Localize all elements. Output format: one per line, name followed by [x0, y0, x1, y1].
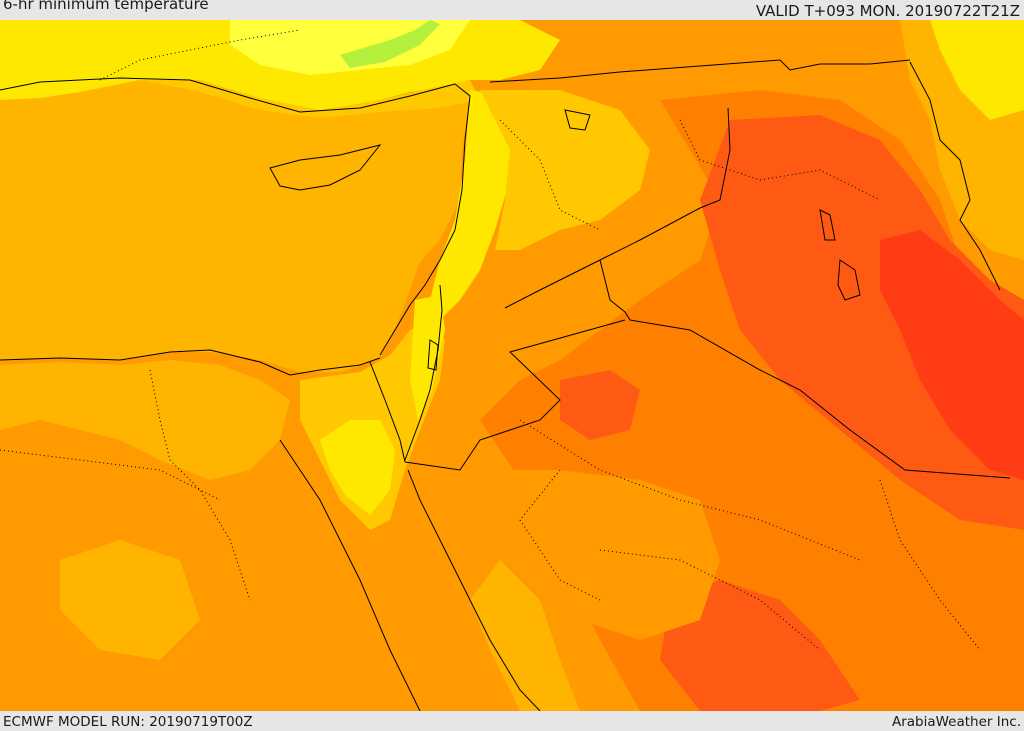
- egypt-amber: [0, 360, 290, 480]
- sinai-light: [320, 420, 395, 515]
- lake-patch-2: [819, 209, 836, 241]
- jordan-saudi-border: [404, 319, 626, 471]
- syria-border: [489, 59, 911, 83]
- admin-line: [599, 549, 821, 651]
- iran-yellow: [930, 20, 1024, 120]
- footer-bar: ECMWF MODEL RUN: 20190719T00Z ArabiaWeat…: [0, 711, 1024, 730]
- map-svg: [0, 20, 1024, 711]
- iraq-red-orange: [700, 115, 1024, 530]
- levant-coast: [379, 229, 456, 356]
- sinai-border: [369, 361, 406, 463]
- iraq-red: [880, 230, 1024, 480]
- egypt-gold-patches: [60, 540, 200, 660]
- levant-yellow: [430, 90, 520, 320]
- red-sea-west-coast: [279, 439, 421, 711]
- valid-time-label: VALID T+093 MON. 20190722T21Z: [755, 2, 1020, 20]
- cyprus: [269, 144, 382, 191]
- lake-patch: [837, 259, 861, 301]
- lake-patch-3: [564, 109, 591, 131]
- green-zone: [340, 20, 440, 68]
- jordan-valley: [410, 295, 445, 420]
- red-sea-east-coast: [407, 469, 541, 711]
- jordan-border: [599, 259, 1011, 479]
- header-bar: 6-hr minimum temperature VALID T+093 MON…: [0, 0, 1024, 20]
- iran-border: [909, 61, 1001, 291]
- syria-iraq-border: [504, 107, 731, 309]
- temperature-map[interactable]: [0, 20, 1024, 711]
- map-title: 6-hr minimum temperature: [3, 0, 209, 13]
- syria-gold: [480, 90, 650, 250]
- turkey-gold-band: [140, 80, 480, 118]
- egypt-south: [0, 480, 420, 711]
- admin-line: [519, 469, 601, 601]
- credit-label: ArabiaWeather Inc.: [891, 714, 1021, 730]
- dead-sea: [427, 339, 439, 371]
- country-borders: [0, 59, 1011, 711]
- egypt-darker: [0, 425, 60, 530]
- model-run-label: ECMWF MODEL RUN: 20190719T00Z: [3, 714, 253, 730]
- egypt-coast: [0, 349, 381, 376]
- saudi-amber: [460, 470, 720, 640]
- admin-line: [499, 119, 601, 231]
- admin-line: [0, 449, 221, 501]
- admin-boundaries: [0, 29, 981, 651]
- turkey-coast: [0, 77, 471, 231]
- red-sea-coast: [470, 560, 580, 711]
- saudi-south-red: [660, 580, 860, 711]
- saudi-red-patch: [560, 370, 640, 440]
